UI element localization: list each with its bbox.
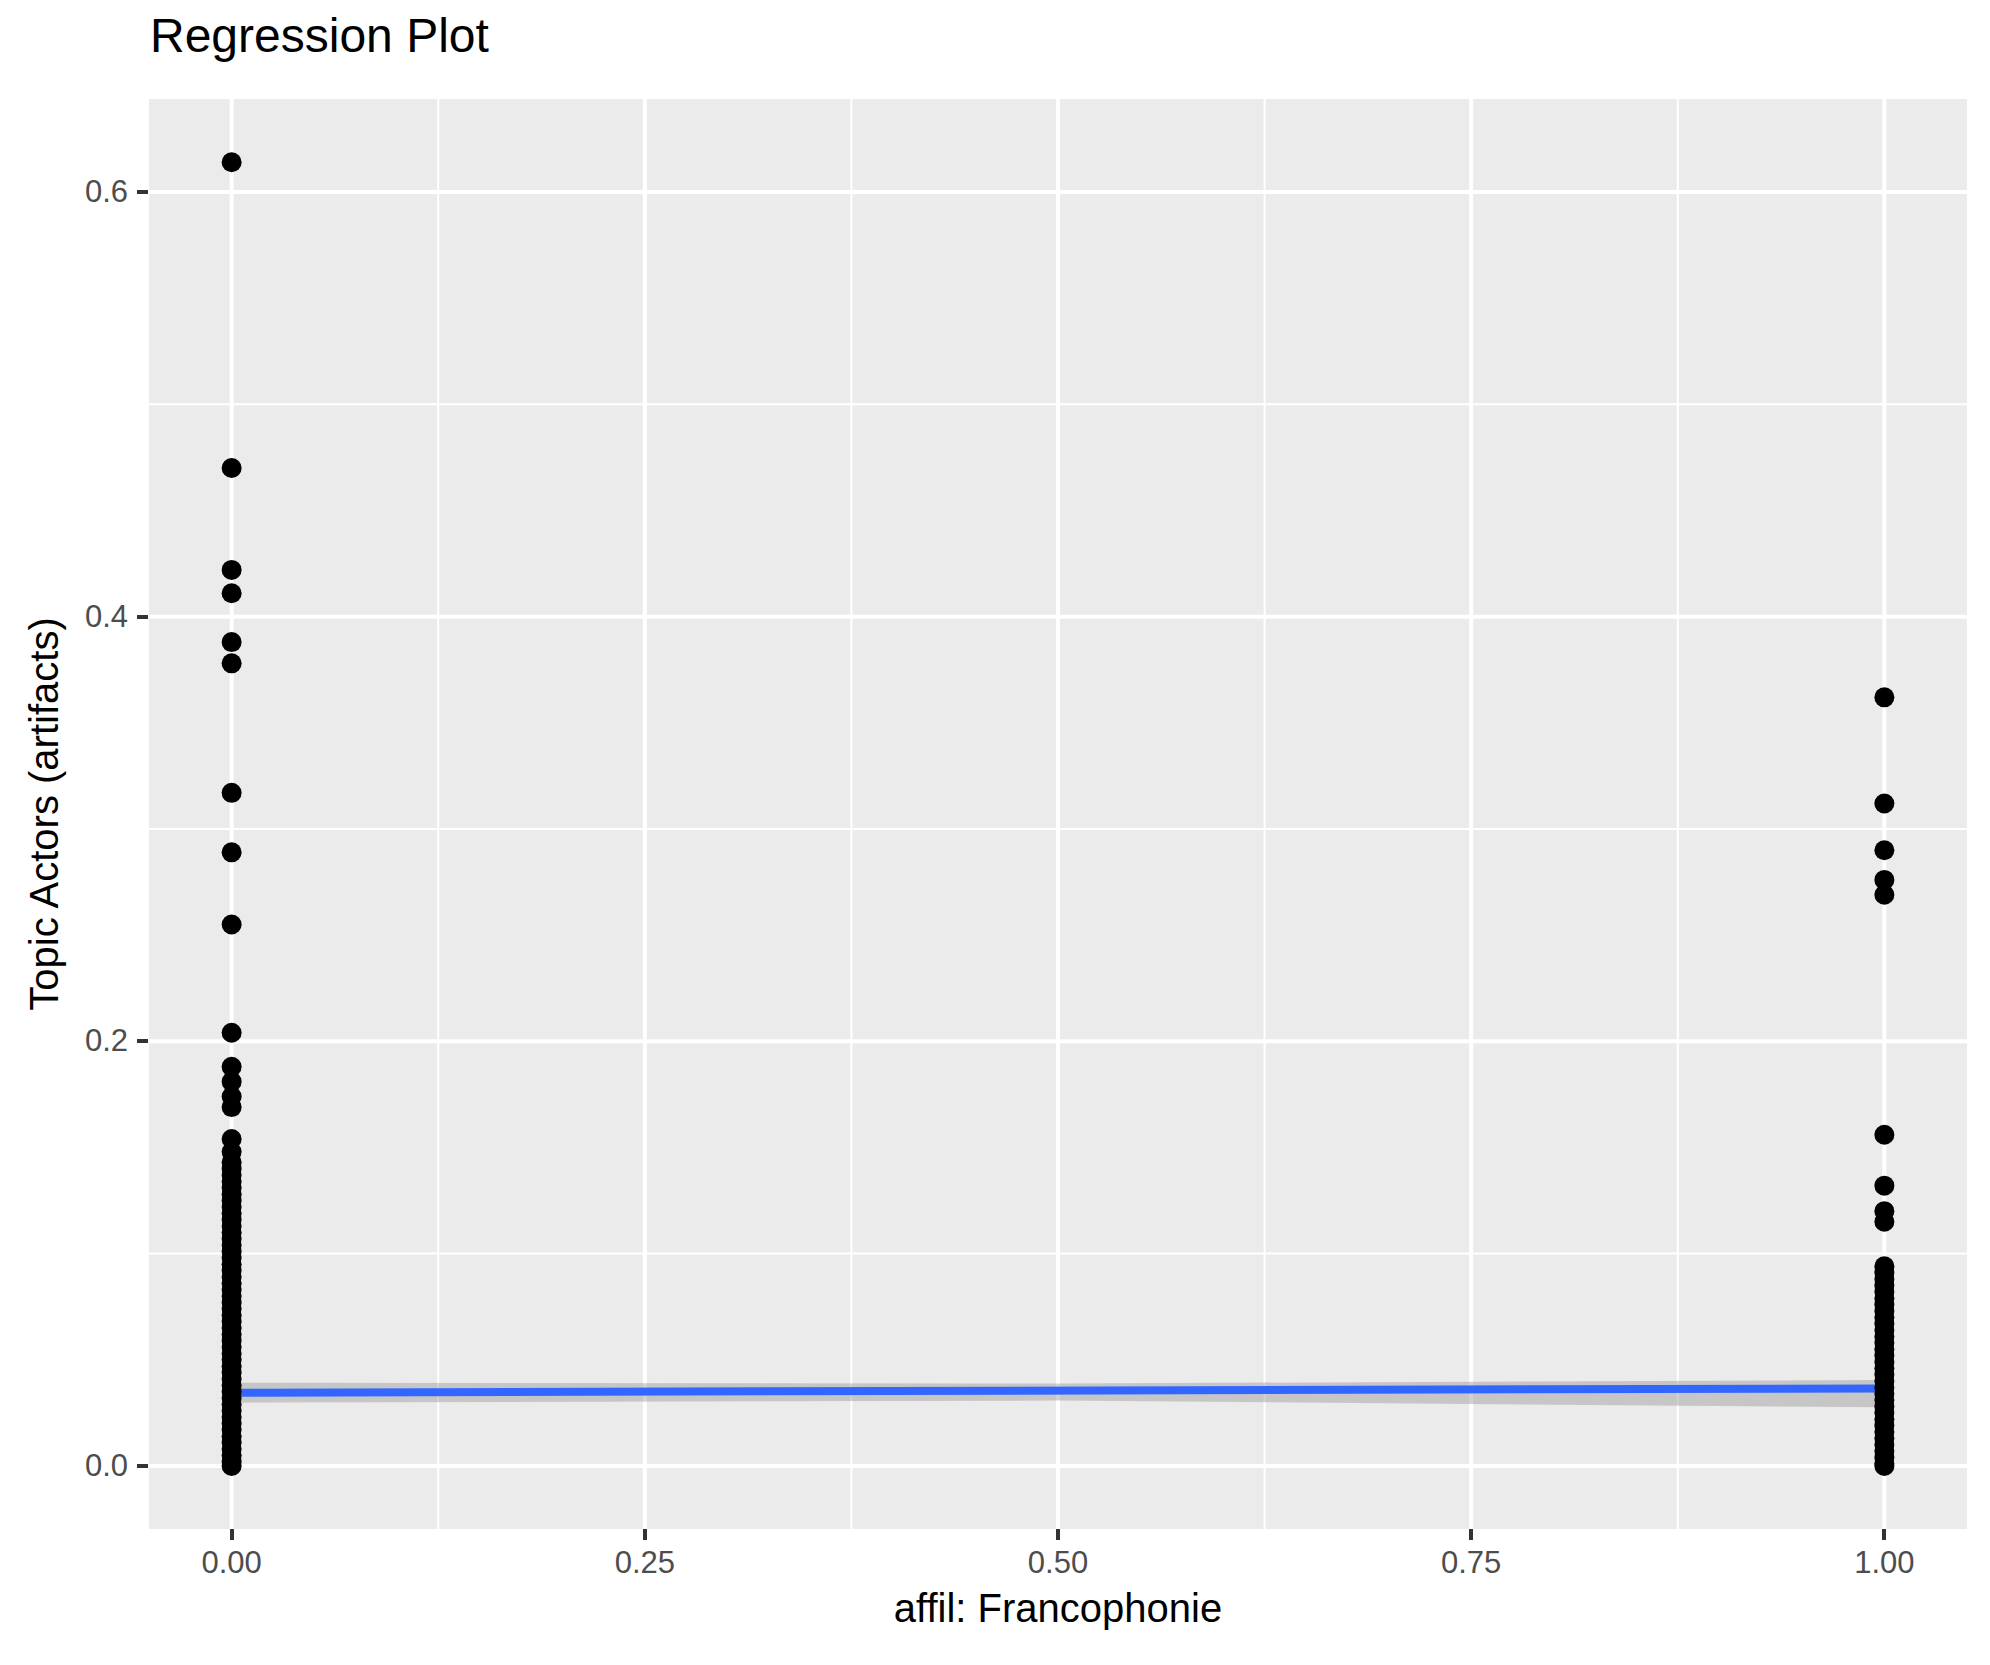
y-tick-mark: [137, 190, 148, 194]
data-point: [1874, 1212, 1894, 1232]
data-point: [222, 842, 242, 862]
data-point: [222, 583, 242, 603]
data-point: [222, 1023, 242, 1043]
chart-canvas: [149, 99, 1967, 1529]
y-tick-label: 0.2: [38, 1023, 128, 1059]
data-point: [222, 783, 242, 803]
x-tick-mark: [643, 1529, 647, 1540]
y-tick-mark: [137, 615, 148, 619]
regression-line: [232, 1388, 1885, 1392]
data-point: [222, 560, 242, 580]
x-tick-label: 0.00: [162, 1545, 302, 1581]
data-point: [222, 458, 242, 478]
x-tick-label: 0.25: [575, 1545, 715, 1581]
x-axis-title: affil: Francophonie: [149, 1586, 1967, 1631]
data-point: [222, 632, 242, 652]
x-tick-label: 0.75: [1401, 1545, 1541, 1581]
x-tick-mark: [1882, 1529, 1886, 1540]
data-point: [1874, 687, 1894, 707]
data-point: [1874, 885, 1894, 905]
data-point: [1874, 840, 1894, 860]
data-point: [1874, 1176, 1894, 1196]
data-point: [222, 915, 242, 935]
y-tick-mark: [137, 1464, 148, 1468]
x-tick-label: 0.50: [988, 1545, 1128, 1581]
y-tick-label: 0.6: [38, 174, 128, 210]
x-tick-label: 1.00: [1814, 1545, 1954, 1581]
x-tick-mark: [230, 1529, 234, 1540]
x-tick-mark: [1056, 1529, 1060, 1540]
y-tick-mark: [137, 1039, 148, 1043]
data-point: [1874, 793, 1894, 813]
plot-title: Regression Plot: [150, 8, 489, 64]
data-point: [222, 152, 242, 172]
x-tick-mark: [1469, 1529, 1473, 1540]
data-point: [222, 1097, 242, 1117]
regression-plot-figure: Regression Plot Topic Actors (artifacts)…: [0, 0, 1990, 1665]
y-axis-title: Topic Actors (artifacts): [22, 617, 67, 1010]
plot-panel: [149, 99, 1967, 1529]
data-point: [1874, 1456, 1894, 1476]
data-point: [1874, 1125, 1894, 1145]
y-tick-label: 0.4: [38, 599, 128, 635]
data-point: [222, 653, 242, 673]
data-point: [222, 1456, 242, 1476]
y-tick-label: 0.0: [38, 1448, 128, 1484]
